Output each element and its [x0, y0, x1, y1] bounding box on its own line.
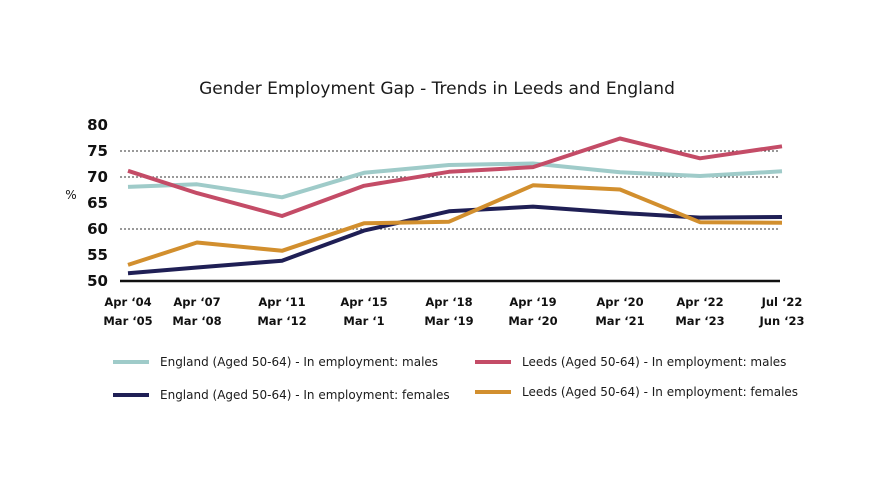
y-tick-label: 55	[87, 246, 108, 264]
gridlines	[120, 150, 780, 230]
legend-label-0: England (Aged 50-64) - In employment: ma…	[160, 355, 438, 369]
y-tick-label: 50	[87, 272, 108, 290]
x-tick-label: Jun ‘23	[758, 314, 804, 328]
y-tick-label: 75	[87, 142, 108, 160]
x-tick-label: Jul ‘22	[761, 295, 803, 309]
x-tick-label: Mar ‘21	[595, 314, 644, 328]
y-axis-ticks: 80 75 70 65 60 55 50	[87, 116, 108, 290]
x-tick-label: Apr ‘04	[104, 295, 151, 309]
x-tick-label: Apr ‘19	[509, 295, 556, 309]
x-axis-ticks: Apr ‘04 Mar ‘05 Apr ‘07 Mar ‘08 Apr ‘11 Mar ‘…	[103, 295, 804, 328]
y-tick-label: 80	[87, 116, 108, 134]
legend-label-1: Leeds (Aged 50-64) - In employment: male…	[522, 355, 786, 369]
x-tick-label: Mar ‘12	[257, 314, 306, 328]
y-tick-label: 70	[87, 168, 108, 186]
legend: England (Aged 50-64) - In employment: ma…	[113, 355, 798, 402]
x-tick-label: Apr ‘22	[676, 295, 723, 309]
chart-title: Gender Employment Gap - Trends in Leeds …	[199, 79, 675, 99]
legend-label-2: England (Aged 50-64) - In employment: fe…	[160, 388, 450, 402]
series-lines	[127, 136, 783, 276]
x-tick-label: Mar ‘20	[508, 314, 557, 328]
series-line-2	[127, 204, 783, 276]
x-tick-label: Mar ‘1	[343, 314, 384, 328]
legend-label-3: Leeds (Aged 50-64) - In employment: fema…	[522, 385, 798, 399]
x-tick-label: Apr ‘18	[425, 295, 472, 309]
series-line-3	[127, 183, 783, 267]
x-tick-label: Apr ‘07	[173, 295, 220, 309]
y-tick-label: 60	[87, 220, 108, 238]
x-tick-label: Mar ‘19	[424, 314, 473, 328]
y-axis-label: %	[65, 188, 76, 202]
x-tick-label: Mar ‘08	[172, 314, 221, 328]
series-line-0	[127, 161, 783, 200]
x-tick-label: Apr ‘20	[596, 295, 643, 309]
x-tick-label: Mar ‘23	[675, 314, 724, 328]
series-line-1	[127, 136, 783, 218]
x-tick-label: Apr ‘11	[258, 295, 305, 309]
x-tick-label: Apr ‘15	[340, 295, 387, 309]
y-tick-label: 65	[87, 194, 108, 212]
x-tick-label: Mar ‘05	[103, 314, 152, 328]
